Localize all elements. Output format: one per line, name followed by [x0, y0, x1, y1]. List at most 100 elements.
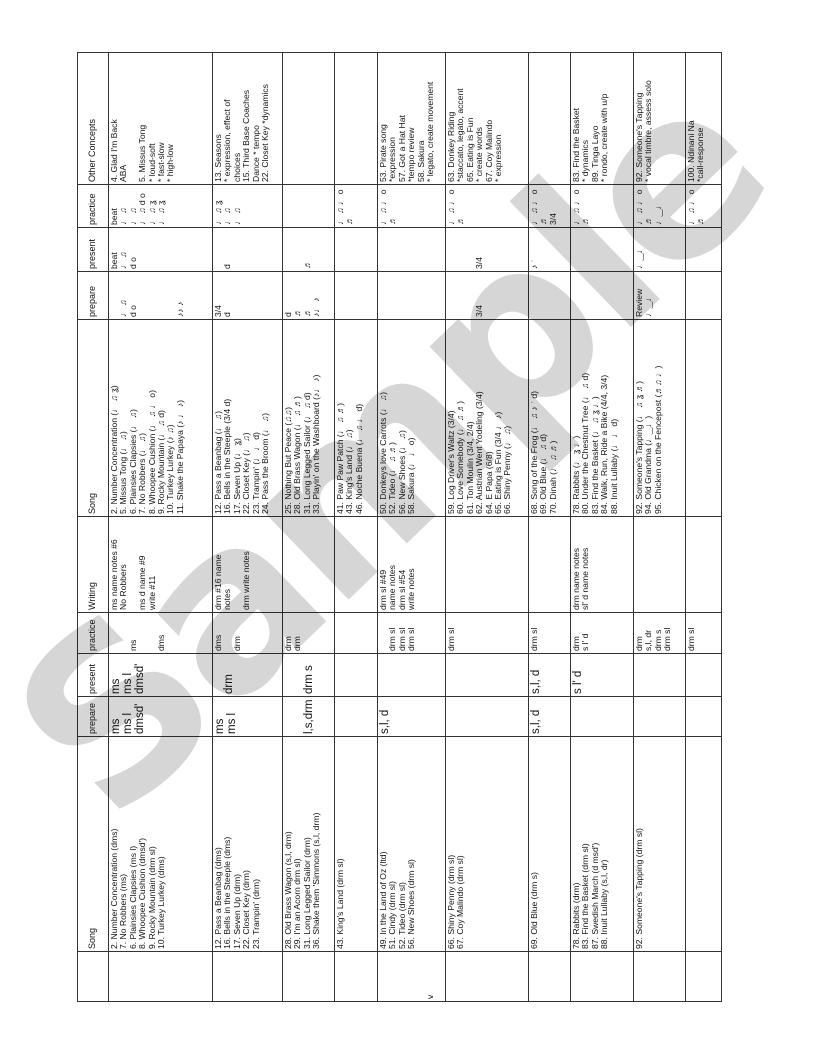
cell-prepare	[633, 696, 686, 737]
cell-song: 78. Rabbits (drm) 83. Find the Basket (dr…	[570, 736, 634, 952]
cell-line	[214, 656, 223, 694]
cell-line: 66. Shiny Penny (♩ ♫)	[502, 425, 513, 514]
cell-line: ♪♩ ♪	[311, 297, 322, 317]
cell-writing: ms name notes #6 No Robbers ms d name #9 wr…	[108, 516, 213, 613]
cell-blank	[685, 951, 722, 1002]
cell-line	[148, 274, 157, 317]
cell-rhythm-practice: ♩ ♫ ♩ o ♬	[377, 184, 446, 228]
lesson-plan-table: Song prepare present practice Writing Song pre…	[77, 52, 722, 1002]
cell-line: d	[222, 264, 233, 269]
cell-writing	[528, 516, 571, 613]
cell-line: 4. Glad I'm Back	[109, 119, 119, 182]
cell-rhythm-present	[570, 227, 634, 272]
cell-line	[379, 954, 388, 999]
cell-line: ♩‿♩	[652, 200, 663, 225]
cell-other-concepts: 100. Ndinani Na *call-response	[685, 52, 722, 185]
cell-rhythm-prepare	[528, 271, 571, 320]
cell-line: s,l, d	[379, 709, 391, 734]
cell-line: drm sl	[529, 627, 539, 651]
cell-line	[284, 230, 293, 269]
cell-rhythm-practice: ♩ ♫ ♩ o ♬	[445, 184, 529, 228]
cell-song-rhythm: 50. Donkeys love Carrots (♩ ♫) 52. Tideo …	[377, 319, 446, 517]
cell-line: ms l	[226, 712, 238, 734]
cell-practice: drm s,l, dr drm s drm sl	[633, 612, 686, 654]
cell-blank: v	[377, 951, 446, 1002]
rotated-lesson-plan-sheet: Song prepare present practice Writing Song pre…	[0, 33, 815, 1002]
cell-line: *call-response	[695, 127, 706, 182]
cell-line: s l' d	[572, 670, 584, 694]
cell-line: write notes	[406, 568, 417, 610]
cell-blank	[108, 951, 213, 1002]
cell-song: 66. Shiny Penny (drm sl) 67. Coy Malindo …	[445, 736, 529, 952]
cell-line: ♩ ♫	[231, 207, 242, 225]
cell-rhythm-practice: ♩ ♫ ʓ ♩ ♫ ♩ ♫	[212, 184, 283, 228]
cell-line	[388, 954, 397, 999]
cell-rhythm-practice: ♩ ♫ ♩ o ♬ ♩‿♩	[633, 184, 686, 228]
header-practice: practice	[77, 612, 109, 654]
cell-line: dmsd'	[134, 663, 146, 694]
cell-prepare	[685, 696, 722, 737]
header-prepare: prepare	[77, 696, 109, 737]
cell-other-concepts: 53. Pirate song *expression 57. Got a Hat …	[377, 52, 446, 185]
header-song-rhythm: Song	[77, 319, 109, 517]
cell-line: 36. Shake them 'Simmons (s,l, drm)	[311, 812, 322, 949]
cell-rhythm-prepare: Review ♩‿♩	[633, 271, 686, 320]
cell-prepare	[334, 696, 378, 737]
cell-rhythm-present	[334, 227, 378, 272]
cell-song-rhythm: 78. Rabbits (♩ ʓ ♩) 80. Under the Chestnu…	[570, 319, 634, 517]
cell-line	[447, 230, 456, 269]
cell-rhythm-prepare: 3/4 d	[212, 271, 283, 320]
cell-line: 58. Sakura (♩ ♩ o)	[406, 437, 417, 514]
cell-practice: drm s l' d	[570, 612, 634, 654]
cell-line	[293, 699, 302, 734]
cell-other-concepts: 4. Glad I'm Back ABA 5. Missus Tong * loud-…	[108, 52, 213, 185]
cell-other-concepts	[334, 52, 378, 185]
cell-line: ms	[110, 678, 122, 694]
cell-song-rhythm: 92. Someone's Tapping (♩ ♫ ʓ ♬) 94. Old G…	[633, 319, 686, 517]
table-row: drm sl ♩ ♫ ♩ o ♬ 100. Ndinani Na *call-respo…	[685, 52, 722, 1002]
cell-line: * expression	[493, 134, 504, 182]
cell-line: write #11	[146, 575, 157, 610]
cell-blank	[334, 951, 378, 1002]
cell-line	[456, 230, 465, 269]
cell-writing: drm #16 name notes drm write notes	[212, 516, 283, 613]
cell-writing: drm name notes sl' d name notes	[570, 516, 634, 613]
cell-line: ♪♪ ♪	[174, 301, 185, 317]
cell-prepare: ms ms l dmsd'	[108, 696, 213, 737]
cell-present: s,l, d	[528, 653, 571, 697]
cell-rhythm-prepare	[685, 271, 722, 320]
cell-line: 92. Someone's Tapping (drm sl)	[634, 828, 644, 949]
cell-other-concepts	[528, 52, 571, 185]
cell-line: No Robbers	[118, 564, 129, 610]
cell-line: ms	[110, 718, 122, 734]
cell-line: ms l	[122, 672, 134, 694]
cell-line: 95. Chicken on the Fencepost (♬♫ ♩)	[652, 365, 663, 514]
cell-present: ms ms l dmsd'	[108, 653, 213, 697]
table-row: 12. Pass a Beanbag (dms) 16. Bells in the…	[212, 52, 283, 1002]
cell-line: ms l	[122, 712, 134, 734]
header-blank	[77, 951, 109, 1002]
cell-line: 3/4	[474, 257, 485, 269]
cell-line	[138, 274, 147, 317]
cell-line: ms	[214, 718, 226, 734]
cell-song-rhythm	[685, 319, 722, 517]
cell-blank	[633, 951, 686, 1002]
cell-practice: drm sl	[528, 612, 571, 654]
table-row: 78. Rabbits (drm) 83. Find the Basket (dr…	[570, 52, 634, 1002]
cell-practice: drm sl drm sl drm sl	[377, 612, 446, 654]
table-row: 43. King's Land (drm sl) 41. Paw Paw Patc…	[334, 52, 378, 1002]
cell-writing	[282, 516, 335, 613]
cell-other-concepts: 92. Someone's Tapping * vocal timbre, ass…	[633, 52, 686, 185]
cell-blank	[570, 951, 634, 1002]
cell-present	[377, 653, 446, 697]
cell-rhythm-present	[377, 227, 446, 272]
cell-line: 33. Playin' on the Washboard (♪♩ ♪)	[311, 374, 322, 514]
cell-line: dms	[155, 634, 166, 651]
cell-line: ♬	[344, 216, 355, 225]
cell-song: 12. Pass a Beanbag (dms) 16. Bells in the…	[212, 736, 283, 952]
cell-line: ABA	[118, 164, 129, 182]
cell-line: drm sl	[662, 627, 673, 651]
table-row: 2. Number Concentration (dms) 7. No Robbe…	[108, 52, 213, 1002]
cell-line: ♩‿♩	[643, 292, 654, 317]
cell-line: 69. Old Blue (drm s)	[529, 872, 539, 949]
